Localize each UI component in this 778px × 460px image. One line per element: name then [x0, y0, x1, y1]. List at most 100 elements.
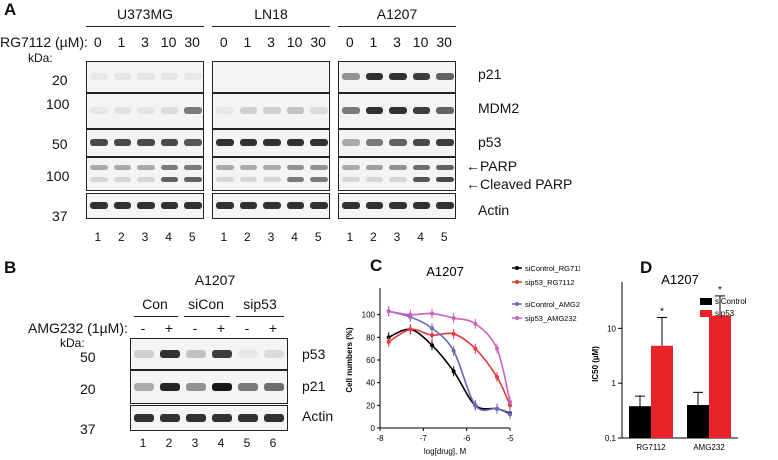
- lane-number: 1: [94, 230, 102, 244]
- lane-number: 5: [440, 230, 448, 244]
- band: [264, 383, 284, 391]
- lane-number: 5: [188, 230, 196, 244]
- band: [342, 107, 360, 114]
- legend-marker: [515, 280, 519, 284]
- lane-number: 3: [141, 230, 149, 244]
- band: [186, 350, 206, 358]
- dose-label: 10: [286, 34, 303, 50]
- band: [310, 165, 328, 170]
- data-point: [495, 375, 499, 379]
- band: [389, 202, 407, 209]
- band: [310, 177, 328, 182]
- band: [342, 73, 360, 80]
- dose-label: 1: [117, 34, 126, 50]
- panel-a-letter: A: [4, 0, 17, 19]
- significance-mark: *: [660, 306, 664, 317]
- treatment-sign: +: [268, 320, 278, 336]
- band: [389, 107, 407, 114]
- y-tick-label: 20: [366, 401, 375, 410]
- lane-number: 2: [244, 230, 251, 244]
- band: [412, 107, 431, 114]
- data-point: [473, 321, 478, 326]
- legend-label: siControl_AMG232: [525, 300, 580, 309]
- group-con: Con: [142, 296, 168, 312]
- legend-swatch: [700, 298, 712, 305]
- data-point: [451, 316, 456, 321]
- band: [436, 139, 454, 146]
- legend-label: siControl: [715, 297, 747, 306]
- band: [160, 350, 180, 358]
- series-line: [388, 310, 511, 403]
- dose-label: 1: [369, 34, 378, 50]
- protein-p21: p21: [478, 66, 502, 82]
- marker-50: 50: [52, 136, 68, 152]
- bar: [651, 345, 673, 438]
- lane-number: 1: [139, 436, 147, 450]
- legend-swatch: [700, 310, 712, 317]
- dose-label: 1: [243, 34, 252, 50]
- marker-b-37: 37: [80, 421, 96, 437]
- band: [436, 107, 454, 114]
- band: [436, 202, 454, 209]
- band: [160, 73, 179, 80]
- x-axis-label: log[drug], M: [424, 447, 467, 456]
- treatment-sign: +: [164, 320, 174, 336]
- x-tick-label: -7: [420, 434, 428, 443]
- blot-strip: [130, 405, 288, 431]
- data-point: [408, 312, 413, 317]
- band: [365, 165, 384, 170]
- band: [412, 202, 431, 209]
- cell-line-b: A1207: [194, 272, 236, 288]
- band: [212, 383, 232, 391]
- band: [216, 73, 234, 80]
- group-underline: [184, 316, 230, 317]
- marker-b-50: 50: [80, 349, 96, 365]
- group-sicon: siCon: [188, 296, 224, 312]
- band: [365, 139, 384, 146]
- band: [113, 73, 132, 80]
- band: [389, 139, 407, 146]
- treatment-sign: -: [192, 320, 198, 336]
- data-point: [386, 339, 391, 344]
- band: [239, 107, 258, 114]
- blot-strip: [86, 157, 204, 191]
- band: [412, 139, 431, 146]
- blot-strip: [338, 193, 456, 219]
- group-underline: [134, 316, 178, 317]
- band: [137, 73, 155, 80]
- band: [239, 202, 258, 209]
- band: [412, 73, 431, 80]
- lane-number: 3: [191, 436, 199, 450]
- blot-strip: [86, 193, 204, 219]
- band: [365, 177, 384, 182]
- y-tick-label: 100: [362, 311, 376, 320]
- y-tick-label: 0.1: [605, 434, 617, 443]
- x-tick-label: -5: [506, 434, 514, 443]
- lane-number: 2: [165, 436, 173, 450]
- band: [184, 107, 202, 114]
- chart-title: A1207: [426, 264, 464, 279]
- band: [238, 350, 258, 358]
- band: [137, 165, 155, 170]
- blot-strip: [338, 61, 456, 93]
- treatment-sign: -: [244, 320, 250, 336]
- data-point: [495, 346, 499, 351]
- band: [238, 383, 258, 391]
- band: [263, 107, 281, 114]
- band: [264, 414, 284, 422]
- y-tick-label: 0: [371, 424, 376, 433]
- band: [137, 202, 155, 209]
- y-axis-label: IC50 (µM): [591, 346, 600, 382]
- band: [286, 107, 305, 114]
- data-point: [430, 333, 434, 338]
- band: [184, 165, 202, 170]
- band: [342, 165, 360, 170]
- band: [365, 202, 384, 209]
- dose-label: 3: [267, 34, 275, 50]
- data-point: [451, 369, 456, 374]
- band: [239, 139, 258, 146]
- lane-number: 3: [393, 230, 401, 244]
- marker-20: 20: [52, 72, 68, 88]
- legend-label: sip53_AMG232: [525, 314, 577, 323]
- dose-label: 10: [160, 34, 177, 50]
